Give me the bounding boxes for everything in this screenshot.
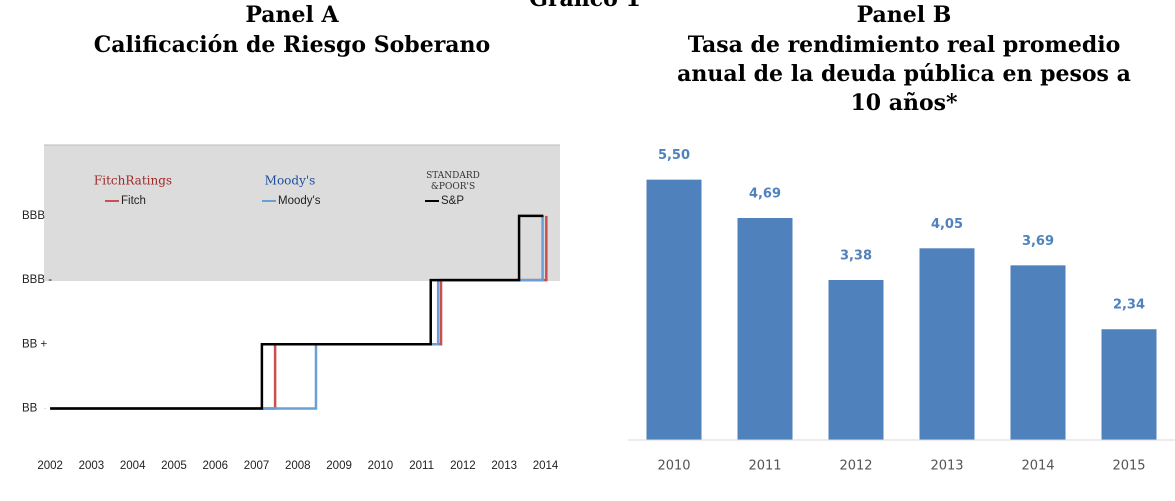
x-tick-label: 2005	[161, 460, 187, 472]
legend-logo: STANDARD	[426, 171, 480, 181]
step-line	[50, 214, 544, 410]
x-tick-label: 2012	[839, 459, 872, 474]
legend-band	[44, 145, 560, 281]
chart-title: anual de la deuda pública en pesos a	[677, 61, 1131, 87]
value-label: 4,69	[749, 187, 781, 202]
step-line	[50, 215, 544, 410]
x-tick-label: 2008	[285, 460, 311, 472]
y-tick-label: BB	[22, 403, 38, 415]
bar	[1010, 265, 1066, 440]
y-tick-label: BBB -	[22, 274, 52, 286]
value-label: 3,38	[840, 249, 872, 264]
x-tick-label: 2009	[326, 460, 352, 472]
legend-label: Moody's	[278, 195, 321, 207]
chart-title: Calificación de Riesgo Soberano	[94, 32, 490, 58]
bar	[828, 280, 884, 440]
panel-label: Panel A	[245, 2, 339, 28]
value-label: 5,50	[658, 148, 690, 163]
x-tick-label: 2015	[1112, 459, 1145, 474]
bar	[1101, 329, 1157, 440]
value-label: 3,69	[1022, 234, 1054, 249]
value-label: 2,34	[1113, 298, 1145, 313]
bar	[737, 218, 793, 440]
x-tick-label: 2006	[202, 460, 228, 472]
x-tick-label: 2013	[491, 460, 517, 472]
x-tick-label: 2011	[748, 459, 781, 474]
legend-label: Fitch	[121, 195, 146, 207]
bar	[646, 179, 702, 440]
x-tick-label: 2010	[657, 459, 690, 474]
chart-title: Tasa de rendimiento real promedio	[688, 32, 1121, 58]
x-tick-label: 2012	[450, 460, 476, 472]
legend-logo: Moody's	[265, 174, 316, 188]
x-tick-label: 2003	[79, 460, 105, 472]
x-tick-label: 2011	[409, 460, 434, 472]
x-tick-label: 2010	[368, 460, 394, 472]
y-tick-label: BBB	[22, 210, 45, 222]
y-tick-label: BB +	[22, 338, 48, 350]
legend-logo: FitchRatings	[94, 174, 172, 188]
x-tick-label: 2007	[244, 460, 270, 472]
x-tick-label: 2014	[1021, 459, 1054, 474]
x-tick-label: 2004	[120, 460, 146, 472]
bar	[919, 248, 975, 440]
chart-title: 10 años*	[850, 90, 958, 116]
value-label: 4,05	[931, 217, 963, 232]
heading: Gráfico 1	[529, 0, 641, 12]
x-tick-label: 2002	[37, 460, 63, 472]
x-tick-label: 2014	[533, 460, 559, 472]
x-tick-label: 2013	[930, 459, 963, 474]
legend-logo: &POOR'S	[431, 182, 475, 192]
panel-label: Panel B	[857, 2, 952, 28]
legend-label: S&P	[441, 195, 464, 207]
